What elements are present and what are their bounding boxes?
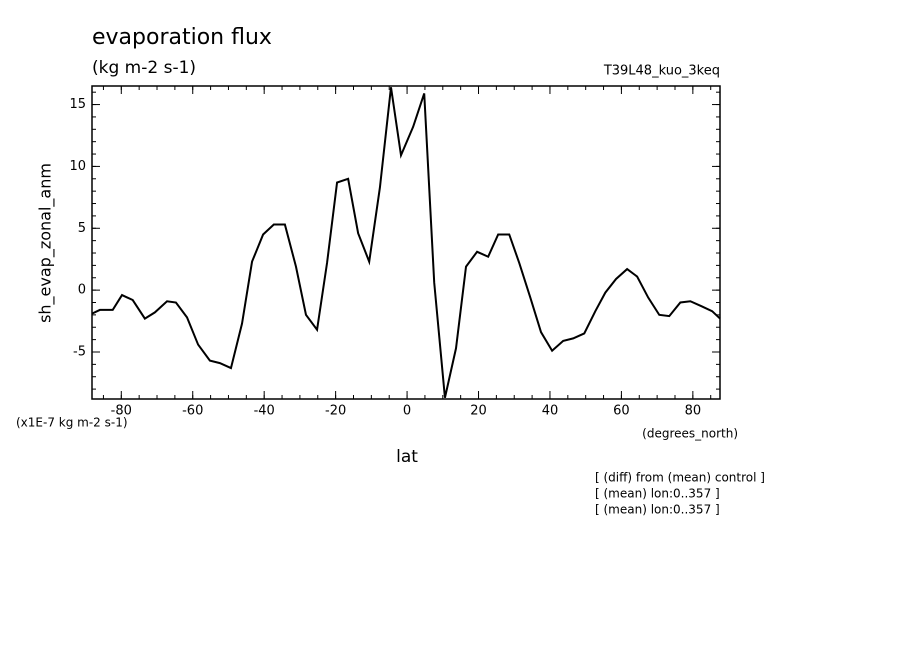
chart-title: evaporation flux (92, 25, 272, 50)
y-tick-label: 10 (69, 159, 86, 174)
y-tick-label: 0 (78, 283, 86, 298)
experiment-label: T39L48_kuo_3keq (603, 64, 720, 79)
note: [ (diff) from (mean) control ] (595, 471, 765, 485)
chart-subtitle: (kg m-2 s-1) (92, 58, 196, 78)
y-tick-label: 15 (69, 97, 86, 112)
x-tick-label: -80 (111, 404, 132, 419)
note: [ (mean) lon:0..357 ] (595, 503, 720, 517)
x-axis-label: lat (396, 447, 418, 467)
x-tick-label: 20 (470, 404, 487, 419)
x-tick-label: -20 (325, 404, 346, 419)
y-tick-label: 5 (78, 221, 86, 236)
x-tick-label: 40 (542, 404, 559, 419)
y-scale-label: (x1E-7 kg m-2 s-1) (16, 416, 128, 430)
plot-frame (91, 85, 721, 400)
note: [ (mean) lon:0..357 ] (595, 487, 720, 501)
x-tick-label: -40 (254, 404, 275, 419)
x-tick-label: -60 (182, 404, 203, 419)
y-tick-label: -5 (73, 344, 86, 359)
x-tick-label: 60 (613, 404, 630, 419)
x-tick-label: 0 (403, 404, 411, 419)
x-unit-label: (degrees_north) (642, 427, 738, 441)
data-line (91, 87, 721, 398)
x-tick-label: 80 (685, 404, 702, 419)
y-axis-label: sh_evap_zonal_anm (36, 163, 56, 323)
